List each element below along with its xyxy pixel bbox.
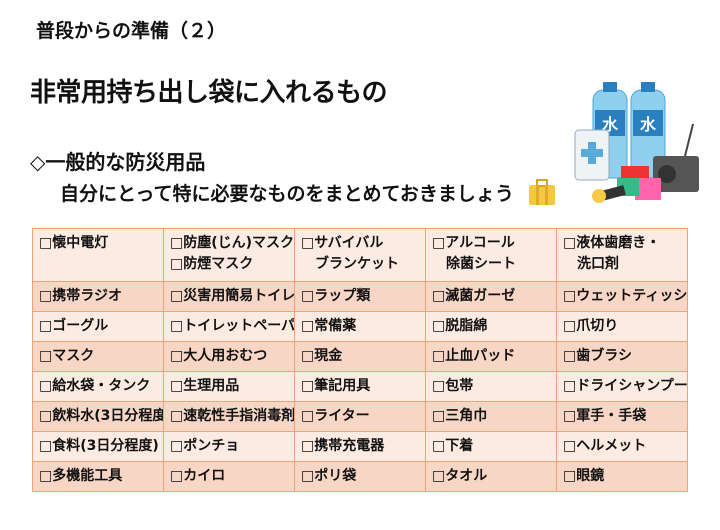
checklist-item: □食料(3日分程度) [32,431,164,462]
svg-text:水: 水 [640,115,657,134]
checklist-item: □ゴーグル [32,311,164,342]
checklist-item: □包帯 [425,371,557,402]
checklist-item: □サバイバル ブランケット [294,228,426,282]
checklist-item: □災害用簡易トイレ [163,281,295,312]
table-row: □食料(3日分程度) □ポンチョ □携帯充電器 □下着 □ヘルメット [32,431,688,462]
checklist-item: □携帯充電器 [294,431,426,462]
checklist-item: □ラップ類 [294,281,426,312]
table-row: □給水袋・タンク □生理用品 □筆記用具 □包帯 □ドライシャンプー [32,371,688,402]
checklist-item: □多機能工具 [32,461,164,492]
checklist-item: □現金 [294,341,426,372]
checklist-item: □大人用おむつ [163,341,295,372]
flashlight-icon [592,185,626,203]
table-row: □懐中電灯 □防塵(じん)マスク □防煙マスク □サバイバル ブランケット □アルコー… [32,228,688,282]
checklist-item: □ポンチョ [163,431,295,462]
checklist-item: □止血パッド [425,341,557,372]
checklist-item: □ウェットティッシュ [556,281,688,312]
checklist-item: □三角巾 [425,401,557,432]
checklist-item: □ライター [294,401,426,432]
table-row: □多機能工具 □カイロ □ポリ袋 □タオル □眼鏡 [32,461,688,492]
note: 自分にとって特に必要なものをまとめておきましょう [60,178,557,206]
checklist-item: □ドライシャンプー [556,371,688,402]
checklist-item: □ポリ袋 [294,461,426,492]
bag-icon [528,179,555,205]
checklist-item: □液体歯磨き・ 洗口剤 [556,228,688,282]
checklist-item: □マスク [32,341,164,372]
table-row: □マスク □大人用おむつ □現金 □止血パッド □歯ブラシ [32,341,688,372]
checklist-item: □常備薬 [294,311,426,342]
table-row: □携帯ラジオ□災害用簡易トイレ□ラップ類□滅菌ガーゼ□ウェットティッシュ [32,281,688,312]
emergency-supplies-illustration: 水 水 [574,82,699,203]
subheading: ◇一般的な防災用品 [30,150,206,174]
checklist-item: □ヘルメット [556,431,688,462]
table-row: □飲料水(3日分程度) □速乾性手指消毒剤 □ライター □三角巾 □軍手・手袋 [32,401,688,432]
slide-heading: 非常用持ち出し袋に入れるもの [30,78,388,108]
checklist-item: □懐中電灯 [32,228,164,282]
checklist-item: □軍手・手袋 [556,401,688,432]
checklist-item: □脱脂綿 [425,311,557,342]
canned-food-icon [617,166,661,200]
checklist-item: □眼鏡 [556,461,688,492]
checklist-item: □歯ブラシ [556,341,688,372]
supplies-checklist-table: □懐中電灯 □防塵(じん)マスク □防煙マスク □サバイバル ブランケット □アルコー… [32,228,688,492]
checklist-item: □下着 [425,431,557,462]
checklist-item: □飲料水(3日分程度) [32,401,164,432]
checklist-item: □生理用品 [163,371,295,402]
note-text: 自分にとって特に必要なものをまとめておきましょう [60,183,514,205]
checklist-item: □滅菌ガーゼ [425,281,557,312]
table-row: □ゴーグル□トイレットペーパー□常備薬□脱脂綿□爪切り [32,311,688,342]
slide-title: 普段からの準備（２） [36,20,227,42]
checklist-item: □給水袋・タンク [32,371,164,402]
svg-text:水: 水 [602,115,619,134]
radio-icon [653,123,699,192]
first-aid-kit-icon [574,129,610,181]
checklist-item: □速乾性手指消毒剤 [163,401,295,432]
checklist-item: □防塵(じん)マスク □防煙マスク [163,228,295,282]
checklist-item: □筆記用具 [294,371,426,402]
checklist-item: □携帯ラジオ [32,281,164,312]
checklist-item: □トイレットペーパー [163,311,295,342]
checklist-item: □アルコール 除菌シート [425,228,557,282]
checklist-item: □タオル [425,461,557,492]
checklist-item: □爪切り [556,311,688,342]
checklist-item: □カイロ [163,461,295,492]
